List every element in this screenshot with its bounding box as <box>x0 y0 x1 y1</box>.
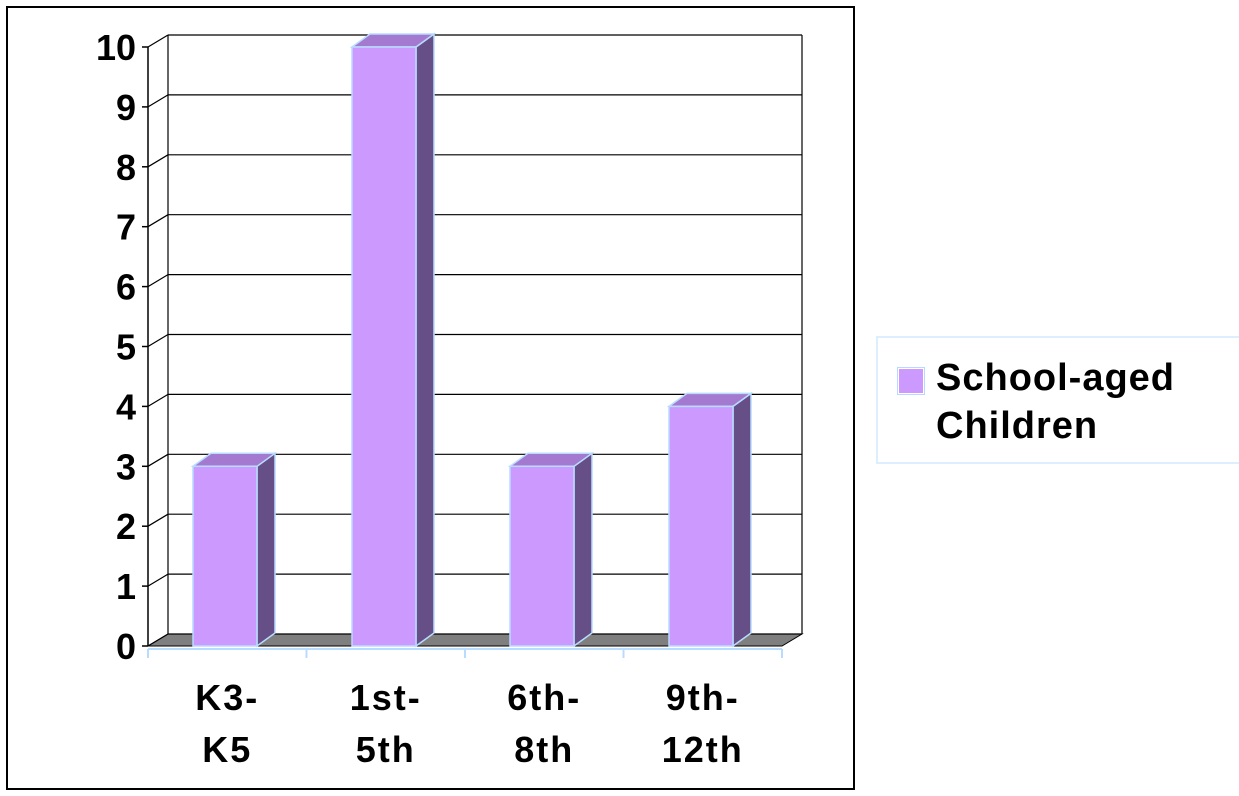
bar-side <box>256 451 276 648</box>
x-tick-label: 9th- <box>666 677 740 718</box>
legend-label-line2: Children <box>936 405 1099 447</box>
legend-swatch <box>897 367 925 395</box>
bar <box>668 405 734 647</box>
x-tick-label: 1st- <box>350 677 422 718</box>
y-tick-label: 6 <box>116 267 136 308</box>
legend: School-aged Children <box>876 336 1239 464</box>
bar <box>351 46 417 647</box>
y-tick-label: 4 <box>116 386 136 427</box>
gridline-side <box>147 214 169 228</box>
bar <box>509 465 575 647</box>
legend-label: School-aged Children <box>936 354 1236 450</box>
gridline-side <box>147 453 169 467</box>
y-tick-label: 3 <box>116 446 136 487</box>
gridline-side <box>147 94 169 108</box>
y-tick-label: 2 <box>116 506 136 547</box>
gridline-side <box>147 34 169 48</box>
gridline-side <box>147 513 169 527</box>
x-tick-label: 12th <box>662 729 744 770</box>
y-tick-label: 7 <box>116 207 136 248</box>
y-tick-label: 5 <box>116 327 136 368</box>
gridline-side <box>147 573 169 587</box>
x-tick-label: K3- <box>195 677 259 718</box>
bar-side <box>732 391 752 648</box>
y-tick-label: 10 <box>96 27 136 68</box>
gridline-side <box>147 274 169 288</box>
bar-side <box>415 32 435 648</box>
x-tick-label: K5 <box>202 729 252 770</box>
bar <box>192 465 258 647</box>
chart-svg: 0 1 2 3 4 5 6 7 8 9 10 K3- K5 1st- 5th 6th- 8th 9th- 12th <box>96 27 804 770</box>
gridline-side <box>147 333 169 348</box>
y-tick-label: 1 <box>116 566 136 607</box>
x-tick-label: 8th <box>514 729 574 770</box>
gridline-side <box>147 633 169 647</box>
x-tick-label: 6th- <box>507 677 581 718</box>
chart-area: 0 1 2 3 4 5 6 7 8 9 10 K3- K5 1st- 5th 6th- 8th 9th- 12th <box>6 6 855 790</box>
y-tick-label: 8 <box>116 147 136 188</box>
y-tick-label: 0 <box>116 626 136 667</box>
y-tick-label: 9 <box>116 87 136 128</box>
gridline-side <box>147 393 169 407</box>
legend-label-line1: School-aged <box>936 357 1176 399</box>
x-tick-label: 5th <box>356 729 416 770</box>
bar-side <box>573 451 593 648</box>
gridline-side <box>147 154 169 168</box>
